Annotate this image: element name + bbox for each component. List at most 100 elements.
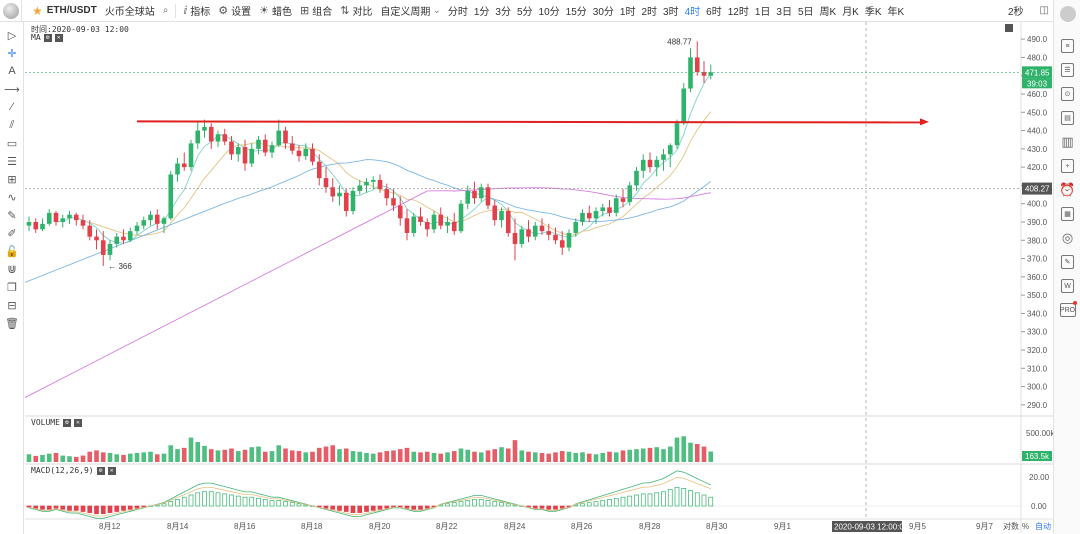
news-icon[interactable]: ⊙ [1054, 82, 1080, 106]
logo[interactable] [0, 0, 22, 22]
pen-icon[interactable]: ✐ [7, 227, 17, 240]
volume-bar [222, 449, 228, 462]
settings-small-icon[interactable]: ⚙ [96, 466, 105, 475]
template-icon[interactable]: ⊟ [7, 299, 17, 312]
trash-icon[interactable]: 🗑 [5, 317, 19, 330]
macd-histogram-bar [208, 491, 214, 507]
timeframe-11[interactable]: 6时 [706, 7, 722, 18]
volume-bar [100, 452, 106, 462]
crosshair-icon[interactable]: ✛ [7, 47, 17, 60]
brush-icon[interactable]: ✎ [7, 209, 17, 222]
theme-button[interactable]: ☀ 蜡色 [255, 0, 296, 22]
rectangle-icon[interactable]: ▭ [6, 137, 18, 150]
chart-svg[interactable]: 290.0 300.0 310.0 320.0 330.0 340.0 350.0 360.0… [24, 22, 1055, 534]
gann-box-icon[interactable]: ⊞ [7, 173, 17, 186]
settings-small-icon[interactable]: ⚙ [43, 33, 52, 42]
settings-small-icon[interactable]: ⚙ [62, 418, 71, 427]
macd-histogram-bar [532, 505, 538, 509]
pro-icon[interactable]: PRO [1054, 298, 1080, 322]
horizontal-line-icon[interactable]: ⟶ [4, 83, 20, 96]
combo-button[interactable]: ⊞ 组合 [296, 0, 336, 22]
timeframe-1[interactable]: 1分 [473, 7, 490, 18]
price-tick-label: 450.0 [1027, 108, 1048, 117]
bar-chart-icon[interactable]: ▥ [1061, 134, 1074, 149]
volume-bar [472, 451, 477, 462]
lock-icon[interactable]: 🔓 [5, 245, 19, 258]
volume-bar [350, 451, 356, 462]
candle-body [303, 148, 309, 157]
timeframe-15[interactable]: 5日 [797, 7, 814, 18]
candle-body [688, 57, 693, 89]
timeframe-10[interactable]: 4时 [684, 7, 701, 18]
layers-icon[interactable]: ❐ [7, 281, 17, 294]
notes-icon[interactable]: ✎ [1054, 250, 1080, 274]
custom-period-dropdown[interactable]: 自定义周期 ⌄ [376, 0, 444, 22]
timeframe-9[interactable]: 3时 [663, 7, 679, 18]
candle-body [26, 222, 32, 226]
candle-body [202, 126, 207, 131]
user-avatar[interactable] [1054, 0, 1080, 24]
volume-bar [269, 451, 275, 462]
magnet-icon[interactable]: ⋓ [7, 263, 17, 276]
cursor-icon[interactable]: ▷ [7, 29, 17, 42]
timeframe-5[interactable]: 15分 [565, 7, 587, 18]
compare-button[interactable]: ⇅ 对比 [336, 0, 376, 22]
trendline-icon[interactable]: ⁄ [11, 101, 13, 113]
wave-icon[interactable]: ∿ [7, 191, 17, 204]
top-toolbar: ★ ETH/USDT 火币全球站 ⌕ ⅈ 指标 ⚙ 设置 ☀ 蜡色 ⊞ 组合 ⇅ 对比 自… [0, 0, 1080, 22]
parallel-channel-icon[interactable]: ⫽ [9, 118, 15, 131]
candle-body [107, 243, 113, 255]
timeframe-12[interactable]: 12时 [727, 7, 749, 18]
refresh-interval[interactable]: 2秒 [1007, 7, 1024, 18]
symbol-search-icon[interactable]: ⌕ [162, 5, 169, 16]
volume-bar [627, 449, 633, 462]
timeframe-0[interactable]: 分时 [447, 7, 468, 18]
timeframe-19[interactable]: 年K [887, 7, 905, 18]
close-small-icon[interactable]: ✕ [73, 418, 82, 427]
macd-histogram-bar [73, 505, 79, 511]
camera-icon[interactable]: ◫ [1039, 5, 1049, 16]
favorite-star-icon[interactable]: ★ [32, 3, 43, 18]
add-page-icon[interactable]: + [1054, 154, 1080, 178]
timeframe-2[interactable]: 3分 [495, 7, 511, 18]
settings-button[interactable]: ⚙ 设置 [214, 0, 255, 22]
timeframe-7[interactable]: 1时 [619, 7, 636, 18]
chart-area[interactable]: 时间:2020-09-03 12:00 MA ⚙ ✕ VOLUME ⚙ ✕ MA… [24, 22, 1055, 534]
volume-bar [478, 452, 484, 462]
auto-scale-label: 自动 [1035, 521, 1051, 531]
fibonacci-icon[interactable]: ☰ [7, 155, 17, 168]
calendar-icon[interactable]: ▦ [1054, 202, 1080, 226]
alarm-clock-icon[interactable]: ⏰ [1059, 182, 1076, 197]
percent-scale-label: % [1022, 522, 1029, 531]
indicators-button[interactable]: ⅈ 指标 [179, 0, 214, 22]
timeframe-3[interactable]: 5分 [516, 7, 533, 18]
volume-bar [485, 450, 491, 462]
close-small-icon[interactable]: ✕ [54, 33, 63, 42]
candle-body [283, 130, 288, 144]
timeframe-13[interactable]: 1日 [754, 7, 771, 18]
timeframe-18[interactable]: 季K [864, 7, 882, 18]
volume-bar [107, 453, 113, 462]
symbol-label[interactable]: ETH/USDT [46, 5, 97, 16]
w-icon[interactable]: W [1054, 274, 1080, 298]
timeframe-6[interactable]: 30分 [592, 7, 614, 18]
macd-histogram-bar [161, 503, 167, 507]
timeframe-17[interactable]: 月K [842, 7, 859, 18]
volume-bar [492, 449, 498, 462]
volume-bar [33, 455, 39, 462]
volume-bar [458, 448, 464, 462]
close-small-icon[interactable]: ✕ [107, 466, 116, 475]
timeframe-16[interactable]: 周K [819, 7, 837, 18]
volume-bar [337, 449, 342, 462]
timeframe-4[interactable]: 10分 [538, 7, 560, 18]
watchlist-icon[interactable]: ≡ [1054, 34, 1080, 58]
compass-icon[interactable]: ◎ [1061, 230, 1074, 245]
volume-bar [188, 437, 194, 462]
timeframe-14[interactable]: 3日 [776, 7, 792, 18]
text-tool-icon[interactable]: A [8, 65, 16, 77]
candle-body [364, 181, 369, 186]
exchange-label[interactable]: 火币全球站 [104, 7, 155, 18]
data-window-icon[interactable]: ▤ [1054, 106, 1080, 130]
alerts-list-icon[interactable]: ☰ [1054, 58, 1080, 82]
timeframe-8[interactable]: 2时 [641, 7, 658, 18]
